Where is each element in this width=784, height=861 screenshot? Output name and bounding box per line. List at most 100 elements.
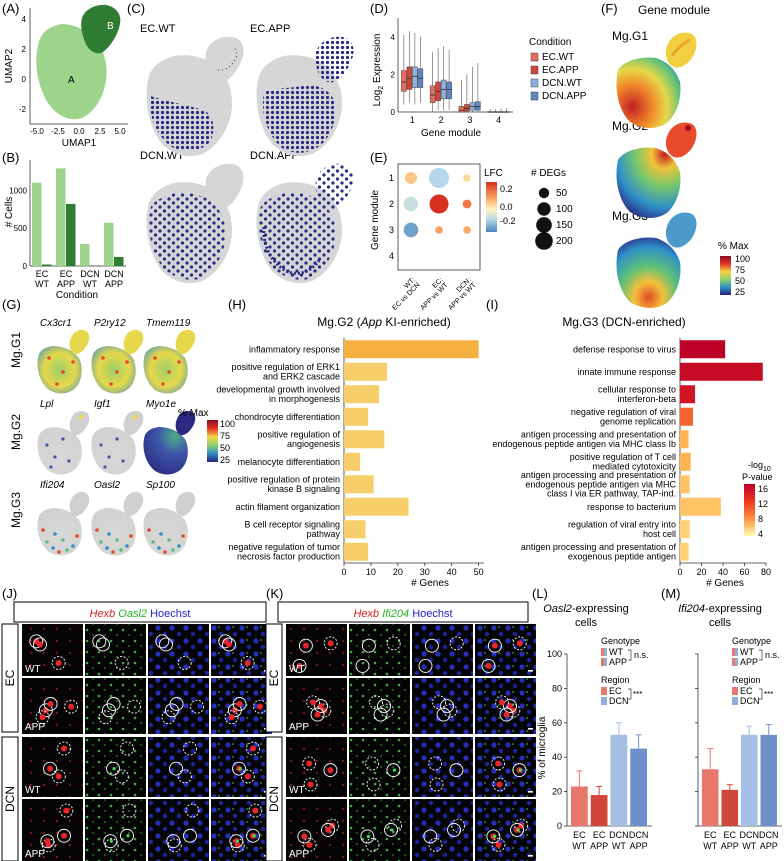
- gridK-cell-signal: [306, 760, 313, 767]
- g-umap-dot: [61, 538, 65, 542]
- d-legend-label: DCN.WT: [542, 78, 582, 89]
- chartM-legend-key: [732, 697, 738, 705]
- gridJ-cell-signal: [47, 765, 54, 772]
- gridJ-cell-signal: [39, 714, 46, 721]
- gridJ-cell-signal: [231, 707, 238, 714]
- panel-label-k: (K): [266, 586, 283, 601]
- chartM-sig: ***: [764, 690, 773, 699]
- gridK-roi-circle: [310, 707, 325, 722]
- gridJ-cell-signal: [44, 838, 51, 845]
- i-scale-tick: 16: [758, 484, 768, 494]
- gridJ-cell-signal: [61, 745, 68, 752]
- e-dot: [463, 174, 471, 182]
- chartI-xtick: 20: [696, 567, 706, 577]
- chartI-bar: [680, 520, 690, 539]
- chartL-legend-key: [604, 658, 607, 666]
- chartM-legend-label: DCN: [740, 696, 760, 706]
- panel-label-d: (D): [370, 1, 388, 16]
- umap-cluster-b: [81, 4, 121, 54]
- e-dot: [403, 222, 419, 238]
- chartM-xtick: EC: [723, 830, 736, 840]
- e-size-key: [536, 217, 552, 233]
- g-umap-dot: [105, 546, 109, 550]
- g-umap: [91, 491, 144, 556]
- gridK-image-signal: [286, 624, 347, 676]
- gridJ-roi-circle: [29, 634, 44, 649]
- l-ylabel: % of microglia: [537, 716, 548, 779]
- chartH-term: pathway: [306, 529, 340, 539]
- gridK-cell-signal: [496, 781, 503, 788]
- chartI-bar: [680, 452, 691, 471]
- chartM-xtick: APP: [721, 841, 739, 851]
- gridJ-roi-circle: [177, 769, 192, 784]
- chartI-xtick: 60: [739, 567, 749, 577]
- umap-xlabel: UMAP1: [62, 138, 97, 149]
- g-gene-label: Cx3cr1: [40, 318, 72, 329]
- chartI-term: regulation of viral entry into: [568, 520, 676, 530]
- e-ytick: 3: [389, 225, 394, 235]
- gridK-scale-bar: [528, 791, 533, 793]
- chartI-xtick: 0: [677, 567, 682, 577]
- i-title: Mg.G3 (DCN-enriched): [562, 315, 685, 329]
- gridJ-roi-circle: [218, 634, 233, 649]
- gridK-roi-circle: [506, 703, 521, 718]
- g-umap-tip: [69, 410, 90, 436]
- b-ytick: 0: [23, 262, 28, 271]
- b-xtick: EC: [36, 269, 49, 279]
- chartH-term: B cell receptor signaling: [244, 520, 340, 530]
- gridJ-row-label: WT: [25, 664, 41, 675]
- gridJ-cell-signal: [225, 641, 232, 648]
- gridK-roi-circle: [486, 829, 501, 844]
- e-lfc-tick: 0.0: [500, 202, 513, 212]
- gridJ-roi-circle: [59, 803, 74, 818]
- chartL-bracket: [628, 649, 632, 661]
- c-title-ec-app: EC.APP: [250, 23, 290, 35]
- gridK-roi-circle: [428, 837, 443, 852]
- g-umap-dot: [167, 370, 171, 374]
- gridK-cell-signal: [296, 662, 303, 669]
- gridK-row-label: WT: [289, 785, 305, 796]
- panel-label-c: (C): [127, 1, 145, 16]
- i-scale-title: -log10: [748, 460, 771, 473]
- g-umap-dot: [109, 382, 113, 386]
- panel-k-microscopy: Hexb Ifi204 Hoechst EC DCN WT APP WT APP: [265, 601, 536, 861]
- e-dot: [429, 194, 449, 214]
- panel-label-f: (F): [601, 1, 618, 16]
- e-dot: [404, 171, 418, 185]
- e-ytick: 1: [389, 173, 394, 183]
- chartM-xtick: DCN: [759, 830, 779, 840]
- umap-ytick: 4: [22, 15, 27, 24]
- chartI-term: negative regulation of viral: [571, 407, 676, 417]
- chartL-ns: n.s.: [634, 650, 649, 660]
- b-bar: [104, 222, 114, 266]
- gridK-roi-circle: [418, 658, 433, 673]
- gridK-roi-circle: [292, 658, 307, 673]
- gridJ-roi-circle: [51, 655, 66, 670]
- gridK-roi-circle: [361, 638, 376, 653]
- b-bar: [114, 256, 124, 266]
- chartL-xtick: WT: [612, 841, 626, 851]
- chartH-bar: [344, 497, 409, 516]
- i-xlabel: # Genes: [706, 578, 744, 589]
- g-umap-body: [143, 508, 188, 556]
- g-umap-dot: [99, 540, 103, 544]
- gridK-roi-circle: [512, 763, 527, 778]
- umap-ylabel: UMAP2: [4, 48, 15, 83]
- gridJ-roi-circle: [159, 637, 173, 652]
- gridK-roi-circle: [314, 699, 328, 713]
- i-scale-tick: 12: [758, 499, 768, 509]
- chartM-legend-key: [732, 658, 735, 666]
- b-xtick: WT: [35, 279, 49, 289]
- chartH-term: negative regulation of tumor: [228, 542, 340, 552]
- chartM-legend-title: Genotype: [732, 636, 771, 646]
- gridJ-roi-circle: [169, 697, 184, 711]
- chartL-ytick: 0: [557, 821, 562, 831]
- panel-label-e: (E): [370, 150, 387, 165]
- d-box: [475, 101, 481, 111]
- g-umap-dot: [107, 455, 111, 459]
- gridJ-roi-circle: [232, 697, 247, 711]
- b-ytick: 1000: [9, 186, 27, 195]
- panel-h-chart: Mg.G2 (App KI-enriched) # Genes 0 10 20 30 4…: [216, 315, 484, 589]
- gridJ-roi-circle: [57, 741, 71, 756]
- g-scale-title: % Max: [178, 408, 209, 419]
